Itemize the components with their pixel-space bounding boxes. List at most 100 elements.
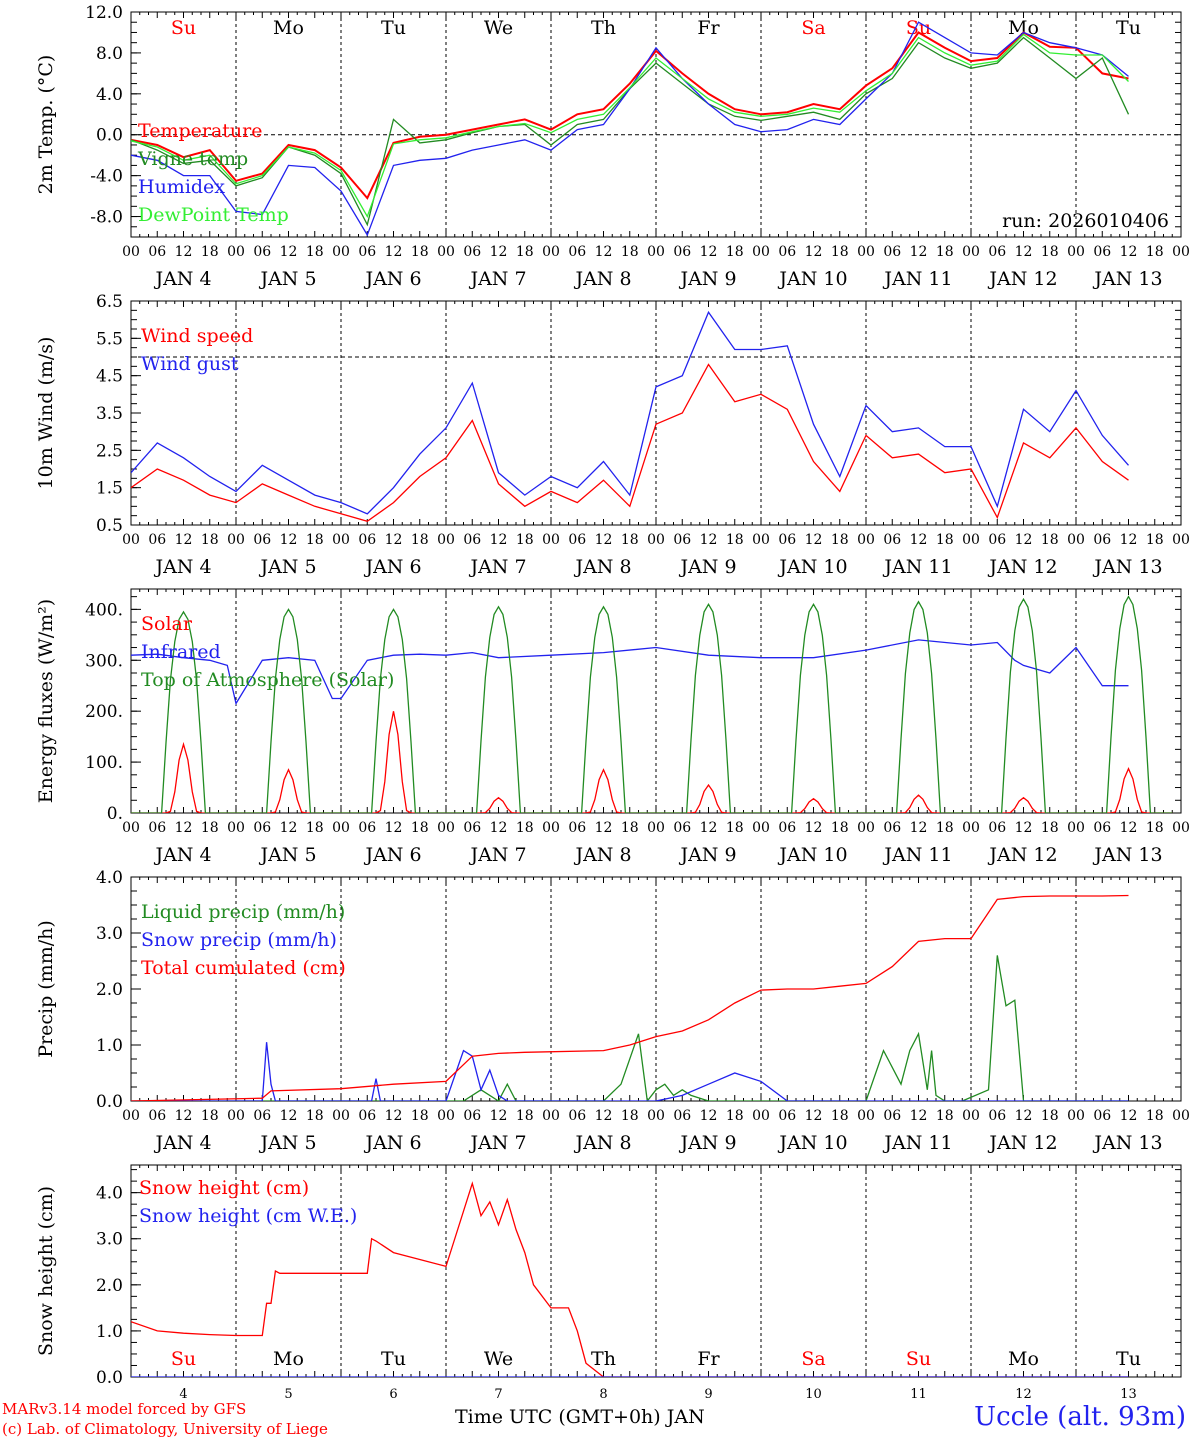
day-number-label: 4 (179, 1387, 187, 1402)
hour-label: 06 (1093, 820, 1111, 836)
y-tick-label: 2.0 (96, 980, 123, 1000)
legend-total-cumulated-cm-: Total cumulated (cm) (141, 957, 346, 979)
y-tick-label: 0.0 (96, 1092, 123, 1112)
hour-label: 06 (883, 244, 901, 260)
hour-label: 00 (332, 820, 350, 836)
hour-label: 18 (516, 820, 534, 836)
lab-credit: (c) Lab. of Climatology, University of L… (2, 1420, 328, 1438)
hour-label: 00 (647, 244, 665, 260)
y-tick-label: 1.0 (96, 1322, 123, 1342)
legend-dewpoint-temp: DewPoint Temp (138, 204, 289, 226)
hour-label: 18 (306, 820, 324, 836)
weekday-label: We (484, 1348, 513, 1370)
hour-label: 12 (700, 820, 718, 836)
weekday-label: Th (591, 1348, 616, 1370)
hour-label: 18 (1041, 244, 1059, 260)
y-tick-label: 4.0 (96, 1184, 123, 1204)
hour-label: 18 (411, 532, 429, 548)
weekday-label: Mo (1008, 17, 1039, 39)
y-tick-label: 3.5 (96, 404, 123, 424)
weekday-label: Mo (273, 17, 304, 39)
y-axis-title: Precip (mm/h) (35, 920, 57, 1058)
hour-label: 00 (752, 244, 770, 260)
date-label: JAN 13 (1092, 556, 1162, 578)
hour-label: 18 (1146, 244, 1164, 260)
date-label: JAN 5 (258, 844, 316, 866)
hour-label: 00 (962, 820, 980, 836)
date-label: JAN 13 (1092, 1132, 1162, 1154)
weekday-label: Fr (697, 1348, 720, 1370)
hour-label: 00 (332, 532, 350, 548)
weekday-label: Tu (1116, 1348, 1141, 1370)
hour-label: 06 (358, 532, 376, 548)
hour-label: 06 (1093, 532, 1111, 548)
hour-label: 12 (595, 532, 613, 548)
hour-label: 18 (831, 1108, 849, 1124)
y-tick-label: -8.0 (90, 208, 123, 228)
hour-label: 06 (568, 532, 586, 548)
chart-panel-5: 4.0 3.0 2.0 1.0 0.0 Snow height (cm) Su Mo Tu We T… (35, 1164, 1182, 1402)
date-label: JAN 7 (468, 556, 526, 578)
hour-label: 18 (411, 820, 429, 836)
date-label: JAN 4 (153, 268, 211, 290)
hour-label: 00 (542, 1108, 560, 1124)
date-label: JAN 5 (258, 1132, 316, 1154)
chart-panel-4: 4.0 3.0 2.0 1.0 0.0 Precip (mm/h) 00 06 12 18 00 06… (35, 868, 1190, 1154)
legend-wind-speed: Wind speed (141, 325, 253, 347)
hour-label: 12 (910, 244, 928, 260)
hour-label: 00 (542, 820, 560, 836)
hour-label: 06 (883, 532, 901, 548)
day-number-label: 13 (1120, 1387, 1137, 1402)
series-line-temperature (131, 31, 1129, 200)
hour-label: 00 (122, 1108, 140, 1124)
hour-label: 06 (988, 820, 1006, 836)
hour-label: 12 (700, 1108, 718, 1124)
hour-label: 00 (1067, 244, 1085, 260)
hour-label: 18 (201, 820, 219, 836)
hour-label: 06 (253, 1108, 271, 1124)
hour-label: 06 (568, 820, 586, 836)
date-label: JAN 10 (777, 556, 847, 578)
day-number-label: 12 (1015, 1387, 1032, 1402)
chart-panel-2: 6.5 5.5 4.5 3.5 2.5 1.5 0.5 10m Wind (m/s) 00 06 1… (35, 292, 1190, 578)
hour-label: 06 (358, 244, 376, 260)
hour-label: 06 (673, 820, 691, 836)
y-tick-label: 300. (85, 651, 123, 671)
series-line-wind-speed (131, 363, 1129, 523)
y-tick-label: 8.0 (96, 44, 123, 64)
hour-label: 12 (700, 244, 718, 260)
hour-label: 12 (385, 820, 403, 836)
date-label: JAN 10 (777, 844, 847, 866)
y-tick-label: 2.5 (96, 441, 123, 461)
weekday-label: Sa (801, 1348, 825, 1370)
hour-label: 06 (1093, 1108, 1111, 1124)
hour-label: 12 (175, 1108, 193, 1124)
hour-label: 00 (332, 244, 350, 260)
hour-label: 12 (385, 532, 403, 548)
date-label: JAN 4 (153, 556, 211, 578)
y-tick-label: 4.0 (96, 85, 123, 105)
weekday-label: Su (171, 1348, 196, 1370)
legend-humidex: Humidex (138, 176, 225, 198)
hour-label: 18 (306, 532, 324, 548)
date-label: JAN 6 (363, 844, 421, 866)
weekday-label: Mo (273, 1348, 304, 1370)
weekday-label: Th (591, 17, 616, 39)
series-line-snow-precip-mm-h- (131, 1042, 1129, 1101)
series-line-infrared (131, 639, 1129, 706)
weekday-label: Su (906, 1348, 931, 1370)
date-label: JAN 7 (468, 844, 526, 866)
series-group (131, 595, 1173, 813)
station-label: Uccle (alt. 93m) (974, 1402, 1186, 1432)
day-number-label: 10 (805, 1387, 822, 1402)
date-label: JAN 8 (573, 268, 631, 290)
y-tick-label: 0. (107, 804, 123, 824)
hour-label: 12 (1120, 532, 1138, 548)
hour-label: 12 (175, 244, 193, 260)
hour-label: 18 (1146, 820, 1164, 836)
hour-label: 00 (122, 820, 140, 836)
day-number-label: 9 (704, 1387, 712, 1402)
series-line-liquid-precip-mm-h- (131, 955, 1129, 1101)
weekday-label: We (484, 17, 513, 39)
